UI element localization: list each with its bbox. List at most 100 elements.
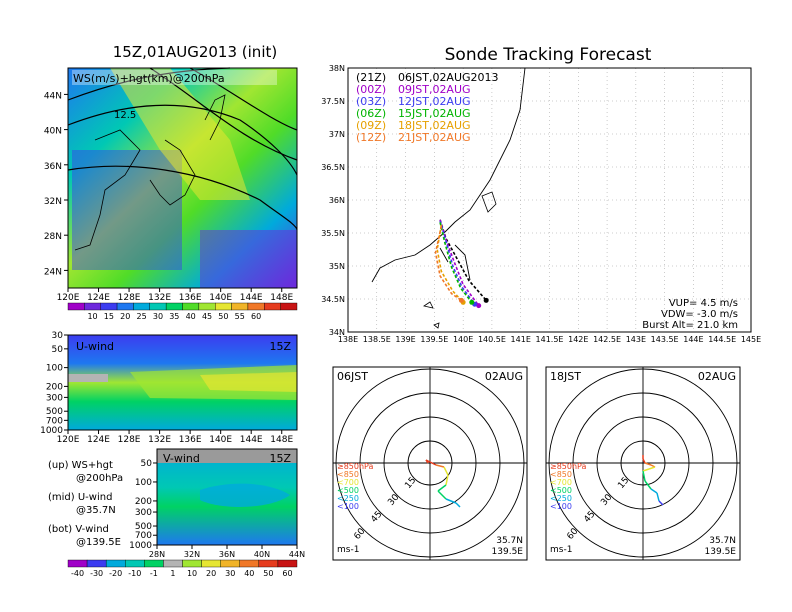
hodograph-date: 02AUG xyxy=(698,370,736,383)
bottom-colorbar-label: 1 xyxy=(170,569,175,578)
ws-colorbar-label: 55 xyxy=(235,312,245,321)
tracking-legend-utc: (09Z) xyxy=(356,119,386,132)
v-wind-time: 15Z xyxy=(269,452,291,465)
tracking-legend-utc: (21Z) xyxy=(356,71,386,84)
hodograph-level-label: <100 xyxy=(337,502,359,511)
ws-lon-tick-label: 136E xyxy=(179,293,202,303)
u-lon-ticks: 120E 124E 128E 132E 136E 140E 144E 148E xyxy=(57,430,293,445)
bottom-colorbar: -40 -30 -20 -10 -1 1 10 20 30 40 50 60 xyxy=(67,559,298,578)
sonde-track-line xyxy=(439,219,480,307)
u-wind-frame xyxy=(67,334,298,431)
ws-colorbar-label: 35 xyxy=(169,312,179,321)
hodograph-segment xyxy=(644,462,652,466)
ws-lon-tick-label: 144E xyxy=(240,293,263,303)
v-p-tick-label: 500 xyxy=(135,522,152,532)
u-wind-neutral-band xyxy=(68,374,108,382)
tracking-legend-utc: (00Z) xyxy=(356,83,386,96)
tracking-lat-label: 36.5N xyxy=(321,163,345,172)
v-lat-ticks: 28N 32N 36N 40N 44N xyxy=(149,545,305,559)
hodograph-lat: 35.7N xyxy=(496,536,523,546)
hodograph-segment xyxy=(435,464,445,468)
ws-colorbar-swatch xyxy=(100,302,118,311)
bottom-colorbar-swatch xyxy=(163,559,183,568)
v-lat-tick-label: 36N xyxy=(219,550,235,559)
u-p-tick-label: 50 xyxy=(52,345,64,355)
ws-map-panel: 15Z,01AUG2013 (init) WS(m/s)+hgt(km)@200… xyxy=(44,43,298,321)
tracking-lon-label: 143.5E xyxy=(651,335,679,344)
u-p-tick-label: 500 xyxy=(46,407,63,417)
ws-lon-tick-label: 148E xyxy=(270,293,293,303)
u-p-tick-label: 300 xyxy=(46,393,63,403)
ws-colorbar-label: 40 xyxy=(186,312,196,321)
hodograph-level-label: <700 xyxy=(550,478,572,487)
tracking-lon-label: 138E xyxy=(338,335,358,344)
ws-lon-tick-label: 140E xyxy=(209,293,232,303)
v-lat-tick-label: 40N xyxy=(254,550,270,559)
ws-height-contour xyxy=(67,67,231,101)
hodograph-segment xyxy=(437,490,447,500)
bottom-colorbar-swatch xyxy=(239,559,260,568)
sonde-landing-point xyxy=(469,299,475,305)
ws-height-contour xyxy=(149,67,298,161)
hodograph-lat: 35.7N xyxy=(709,536,736,546)
ws-height-contour xyxy=(67,165,298,231)
tracking-lat-label: 37.5N xyxy=(321,97,345,106)
u-lon-tick-label: 136E xyxy=(179,435,202,445)
honshu-coastline xyxy=(371,67,526,283)
bottom-colorbar-swatch xyxy=(144,559,164,568)
ws-colorbar-swatch xyxy=(264,302,281,311)
ws-colorbar: 10 15 20 25 30 35 40 45 50 55 60 xyxy=(67,302,298,321)
ws-lon-tick-group: 120E 124E 128E 132E 136E 140E 144E 148E xyxy=(57,288,293,303)
u-wind-label: U-wind xyxy=(76,340,114,353)
legend-up-1: (up) WS+hgt xyxy=(48,460,113,471)
ws-colorbar-swatch xyxy=(149,302,167,311)
tracking-frame xyxy=(347,67,752,333)
hodograph-segment xyxy=(650,488,658,494)
bottom-colorbar-label: -30 xyxy=(90,569,103,578)
tracking-lon-label: 144.5E xyxy=(708,335,736,344)
tracking-lat-label: 35N xyxy=(329,262,345,271)
hodograph-segment xyxy=(642,468,650,472)
ws-lat-tick-label: 40N xyxy=(44,127,62,137)
ws-colorbar-swatch xyxy=(198,302,216,311)
sonde-track-line xyxy=(434,226,462,301)
ws-map-title: 15Z,01AUG2013 (init) xyxy=(113,43,277,61)
tracking-lat-label: 34N xyxy=(329,328,345,337)
hodograph-lon: 139.5E xyxy=(705,547,737,557)
ws-colorbar-label: 15 xyxy=(104,312,114,321)
ws-map-label: WS(m/s)+hgt(km)@200hPa xyxy=(73,72,225,85)
u-wind-jet-core xyxy=(200,372,297,392)
ws-height-contour xyxy=(189,67,298,131)
bottom-colorbar-label: 50 xyxy=(263,569,273,578)
vdw-text: VDW= -3.0 m/s xyxy=(661,309,738,320)
tracking-lat-label: 34.5N xyxy=(321,295,345,304)
panel-legend: (up) WS+hgt @200hPa (mid) U-wind @35.7N … xyxy=(48,460,123,548)
legend-mid-1: (mid) U-wind xyxy=(48,492,112,503)
tracking-legend-jst: 06JST,02AUG2013 xyxy=(398,71,499,84)
hodograph-level-label: <500 xyxy=(337,486,359,495)
sonde-landing-point xyxy=(476,303,482,309)
ws-lon-tick-label: 128E xyxy=(118,293,141,303)
v-p-tick-label: 200 xyxy=(135,497,152,507)
ws-map-label-bg xyxy=(72,70,277,85)
ws-colorbar-swatch xyxy=(165,302,183,311)
v-p-tick-label: 1000 xyxy=(129,541,152,551)
hodograph-units: ms-1 xyxy=(550,545,572,555)
bottom-colorbar-swatch xyxy=(105,559,126,568)
hodograph-date: 02AUG xyxy=(485,370,523,383)
u-p-tick-label: 200 xyxy=(46,382,63,392)
ws-lat-tick-label: 32N xyxy=(44,197,62,207)
hodograph-segment xyxy=(445,474,449,486)
ws-lat-tick-label: 28N xyxy=(44,232,62,242)
bottom-colorbar-label: 20 xyxy=(206,569,216,578)
bottom-colorbar-label: 10 xyxy=(187,569,197,578)
u-p-tick-label: 30 xyxy=(52,331,64,341)
u-lon-tick-label: 132E xyxy=(148,435,171,445)
legend-bot-2: @139.5E xyxy=(76,537,121,548)
tracking-lat-label: 37N xyxy=(329,130,345,139)
v-p-tick-label: 100 xyxy=(135,478,152,488)
legend-mid-2: @35.7N xyxy=(76,505,116,516)
